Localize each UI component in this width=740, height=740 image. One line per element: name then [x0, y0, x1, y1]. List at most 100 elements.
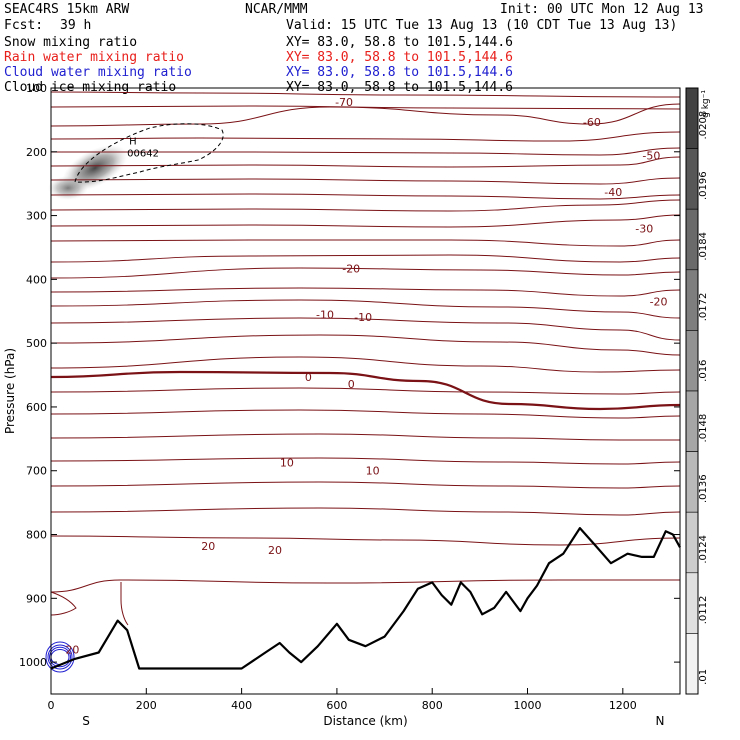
colorbar-tick-label: .0112 — [698, 596, 709, 625]
temperature-label: -20 — [650, 296, 668, 309]
temperature-label: -10 — [316, 308, 334, 321]
y-tick-label: 100 — [26, 82, 47, 95]
temperature-contour — [50, 131, 681, 142]
temperature-contour — [50, 387, 681, 395]
colorbar-unit: g kg⁻¹ — [701, 90, 711, 118]
y-tick-label: 600 — [26, 401, 47, 414]
ice-max-marker: H — [129, 137, 137, 148]
colorbar-tick-label: .0208 — [698, 111, 709, 140]
temperature-contour — [50, 287, 681, 297]
colorbar-tick-label: .0196 — [698, 171, 709, 200]
x-axis-title: Distance (km) — [323, 714, 407, 728]
temperature-label: -40 — [604, 186, 622, 199]
colorbar-tick-label: .0136 — [698, 474, 709, 503]
y-tick-label: 300 — [26, 210, 47, 223]
forecast-label: Fcst: — [4, 18, 44, 33]
temperature-contour — [50, 199, 681, 212]
temperature-contour — [50, 507, 681, 516]
colorbar-tick-label: .016 — [698, 360, 709, 382]
terrain-profile — [50, 527, 681, 670]
y-axis-title: Pressure (hPa) — [3, 348, 17, 434]
temperature-label: -20 — [342, 263, 360, 276]
temperature-contour — [50, 177, 681, 185]
temperature-label: 10 — [366, 465, 380, 478]
y-tick-label: 800 — [26, 529, 47, 542]
temperature-contour — [50, 91, 681, 98]
colorbar-segment — [685, 511, 699, 574]
temperature-label: 20 — [201, 540, 215, 553]
colorbar-segment — [685, 572, 699, 634]
temperature-contour — [50, 579, 680, 593]
x-tick-label: 1000 — [514, 699, 542, 712]
field-domain-rain: XY= 83.0, 58.8 to 101.5,144.6 — [286, 50, 513, 65]
temperature-contour — [50, 147, 681, 156]
x-end-label-south: S — [82, 714, 90, 728]
y-tick-label: 500 — [26, 337, 47, 350]
temperature-contour — [50, 591, 77, 616]
x-tick-label: 200 — [136, 699, 157, 712]
x-end-label-north: N — [656, 714, 665, 728]
temperature-label: -50 — [642, 150, 660, 163]
colorbar-tick-label: .0124 — [698, 535, 709, 564]
colorbar-segment — [685, 208, 699, 271]
temperature-contour — [50, 193, 681, 200]
x-tick-label: 800 — [422, 699, 443, 712]
temperature-label: -10 — [354, 311, 372, 324]
x-tick-label: 0 — [48, 699, 55, 712]
colorbar-tick-label: .0172 — [698, 293, 709, 322]
colorbar-segment — [685, 269, 699, 331]
temperature-contour — [50, 103, 681, 127]
cloud-water-contour — [45, 641, 75, 673]
temperature-label: -30 — [635, 222, 653, 235]
temperature-contour — [50, 299, 681, 319]
cloud-water-contour — [49, 646, 71, 668]
temperature-contour — [120, 582, 129, 626]
temperature-contour — [50, 267, 681, 279]
forecast-hour: 39 h — [60, 18, 92, 33]
temperature-contour — [50, 457, 681, 465]
colorbar-segment — [685, 87, 699, 149]
colorbar-tick-label: .01 — [698, 669, 709, 685]
temperature-contour — [50, 214, 681, 228]
colorbar-frame — [685, 87, 699, 695]
colorbar-segment — [685, 390, 699, 452]
colorbar-segment — [685, 633, 699, 695]
temperature-contour — [50, 317, 681, 341]
temperature-label: 20 — [65, 643, 79, 656]
init-time: Init: 00 UTC Mon 12 Aug 13 — [500, 2, 704, 17]
colorbar-segment — [685, 330, 699, 392]
temperature-label: 20 — [268, 544, 282, 557]
colorbar-tick-label: .0148 — [698, 414, 709, 443]
ice-max-value: 00642 — [127, 149, 159, 160]
field-domain-cloud-water: XY= 83.0, 58.8 to 101.5,144.6 — [286, 65, 513, 80]
temperature-contour — [50, 481, 681, 489]
y-tick-label: 400 — [26, 273, 47, 286]
model-title: SEAC4RS 15km ARW — [4, 2, 130, 17]
temperature-contour — [50, 239, 681, 247]
temperature-contour — [50, 334, 681, 356]
field-name-rain: Rain water mixing ratio — [4, 50, 185, 65]
temperature-label: 0 — [305, 371, 312, 384]
cloud-ice-contour — [74, 123, 224, 183]
y-tick-label: 700 — [26, 465, 47, 478]
y-tick-label: 200 — [26, 146, 47, 159]
x-tick-label: 400 — [231, 699, 252, 712]
colorbar-segment — [685, 148, 699, 210]
temperature-label: 10 — [280, 456, 294, 469]
freezing-level-contour — [50, 370, 681, 411]
field-name-snow: Snow mixing ratio — [4, 35, 138, 50]
field-domain-snow: XY= 83.0, 58.8 to 101.5,144.6 — [286, 35, 513, 50]
field-name-cloud-water: Cloud water mixing ratio — [4, 65, 192, 80]
valid-time: Valid: 15 UTC Tue 13 Aug 13 (10 CDT Tue … — [286, 18, 678, 33]
plot-frame — [50, 87, 681, 695]
temperature-contour — [50, 433, 680, 441]
center-name: NCAR/MMM — [245, 2, 308, 17]
temperature-label: -70 — [335, 96, 353, 109]
temperature-label: -60 — [583, 116, 601, 129]
temperature-contour — [50, 409, 681, 419]
temperature-contour — [50, 535, 681, 546]
colorbar-tick-label: .0184 — [698, 232, 709, 261]
temperature-label: 0 — [348, 378, 355, 391]
